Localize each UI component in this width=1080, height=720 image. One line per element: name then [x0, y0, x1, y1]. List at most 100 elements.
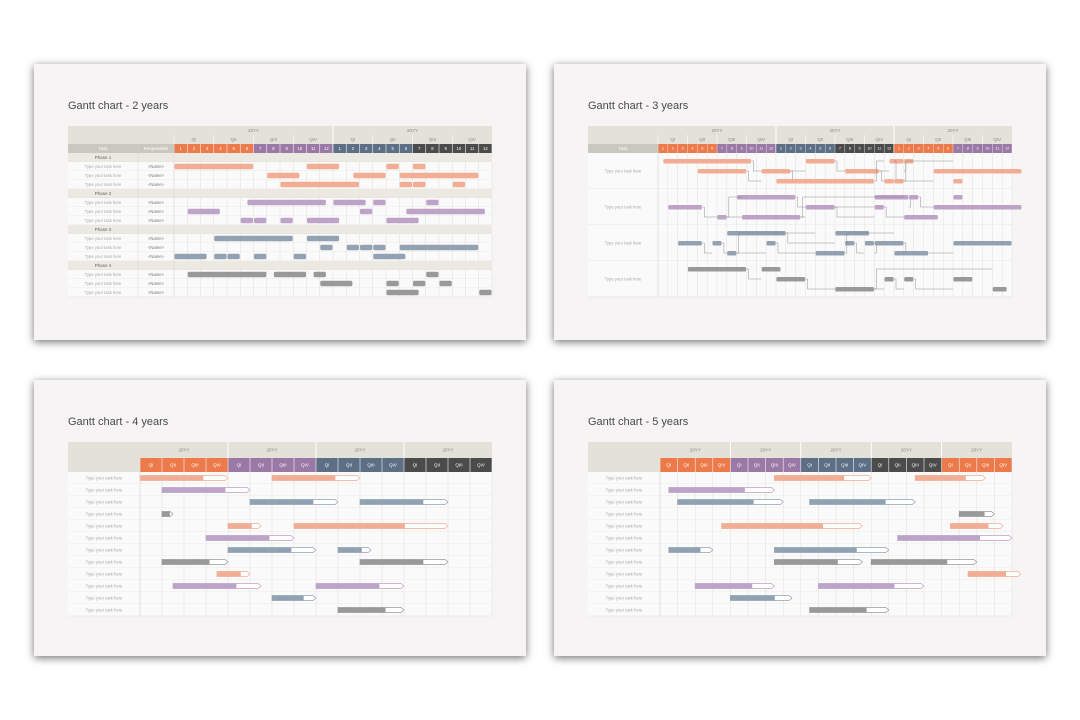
gantt-bar [697, 169, 747, 174]
gantt-bar [240, 217, 253, 224]
gantt-bar [835, 231, 870, 236]
responsible-name: <Name> [148, 182, 165, 187]
connector-line [835, 206, 875, 218]
responsible-name: <Name> [148, 209, 165, 214]
month-label: 9 [741, 147, 743, 151]
year-label: 20YY [830, 448, 841, 453]
quarter-cell [140, 458, 162, 472]
month-label: 3 [206, 146, 209, 151]
task-row [68, 580, 492, 592]
connector-line [903, 160, 953, 182]
gantt-bar [668, 205, 702, 210]
quarter-label: QI [788, 137, 793, 142]
gantt-bar-fill [140, 475, 204, 481]
year-label: 20YY [947, 128, 958, 133]
gantt-bar [766, 241, 776, 246]
quarter-label: QIV [859, 463, 867, 468]
quarter-cell [250, 458, 272, 472]
quarter-label: QII [170, 463, 176, 468]
task-row [588, 592, 1012, 604]
task-label: Type your task here [606, 476, 643, 481]
gantt-bar [805, 159, 835, 164]
task-row [588, 568, 1012, 580]
gantt-bar [280, 217, 293, 224]
task-label: Type your task here [605, 205, 642, 210]
task-header [68, 144, 174, 153]
connector-line [903, 242, 953, 254]
task-label: Type your task here [605, 169, 642, 174]
month-cell [426, 144, 439, 153]
year-label: 20YY [354, 448, 365, 453]
month-label: 6 [246, 146, 249, 151]
gantt-bar-fill [668, 487, 745, 493]
quarter-label: QIV [993, 137, 1001, 142]
gantt-bar-fill [206, 535, 270, 541]
month-cell [373, 144, 386, 153]
gantt-bar [307, 163, 340, 170]
phase-label: Phase 2 [95, 191, 112, 196]
task-label: Type your task here [86, 512, 123, 517]
gantt-bar-fill [360, 559, 424, 565]
month-label: 6 [711, 147, 713, 151]
month-label: 3 [918, 147, 920, 151]
month-label: 11 [877, 147, 881, 151]
gantt-bar-fill [228, 547, 292, 553]
slide-gantt-5-years: Gantt chart - 5 years 20YY QI QII QIII QIV 20… [554, 380, 1046, 656]
gantt-bar [761, 169, 791, 174]
month-label: 6 [829, 147, 831, 151]
month-label: 6 [947, 147, 949, 151]
gantt-bar-fill [968, 571, 1007, 577]
month-label: 2 [790, 147, 792, 151]
month-cell [874, 144, 884, 153]
gantt-bar-fill [217, 571, 241, 577]
header-quarter-row [68, 135, 492, 144]
gantt-bar-fill [162, 487, 226, 493]
task-label: Type your task here [606, 488, 643, 493]
month-label: 10 [985, 147, 989, 151]
month-label: 3 [682, 147, 684, 151]
gantt-bar [373, 244, 386, 251]
connector-line [874, 160, 885, 182]
task-label: Type your task here [85, 164, 122, 169]
quarter-label: QIII [841, 463, 848, 468]
slide-gantt-2-years: Gantt chart - 2 years 20YY QI QII QIII QIV 1 2… [34, 64, 526, 340]
gantt-bar-fill [250, 499, 314, 505]
month-cell [187, 144, 201, 153]
month-cell [746, 144, 757, 153]
gantt-bar [413, 163, 426, 170]
quarter-cell [228, 458, 250, 472]
gantt-bar [307, 235, 340, 242]
month-cell [1002, 144, 1012, 153]
connector-line [726, 196, 742, 218]
header-year-row [68, 126, 492, 135]
slide-title: Gantt chart - 4 years [68, 416, 169, 428]
month-label: 7 [721, 147, 723, 151]
month-cell [943, 144, 953, 153]
task-label: Type your task here [86, 548, 123, 553]
month-label: 9 [285, 146, 288, 151]
month-label: 1 [662, 147, 664, 151]
gantt-bar-fill [338, 547, 362, 553]
quarter-label: QIV [718, 463, 726, 468]
gantt-bar-fill [774, 475, 845, 481]
gantt-bar [214, 235, 293, 242]
month-cell [766, 144, 776, 153]
quarter-label: QI [948, 463, 953, 468]
quarter-label: QIII [191, 463, 198, 468]
connector-line [776, 242, 845, 254]
responsible-name: <Name> [148, 281, 165, 286]
quarter-label: QI [191, 137, 196, 142]
month-label: 10 [749, 147, 753, 151]
gantt-bar-fill [871, 559, 948, 565]
gantt-bar [874, 195, 909, 200]
responsible-name: <Name> [148, 254, 165, 259]
gantt-bar [399, 244, 479, 251]
gantt-bar [214, 253, 227, 260]
gantt-bar [727, 231, 786, 236]
gantt-chart-5-years: 20YY QI QII QIII QIV 20YY QI QII QIII QIV 20YY QI QI… [588, 442, 1022, 617]
month-cell [795, 144, 806, 153]
month-cell [333, 144, 346, 153]
gantt-bar-fill [730, 595, 775, 601]
gantt-bar-fill [721, 523, 823, 529]
